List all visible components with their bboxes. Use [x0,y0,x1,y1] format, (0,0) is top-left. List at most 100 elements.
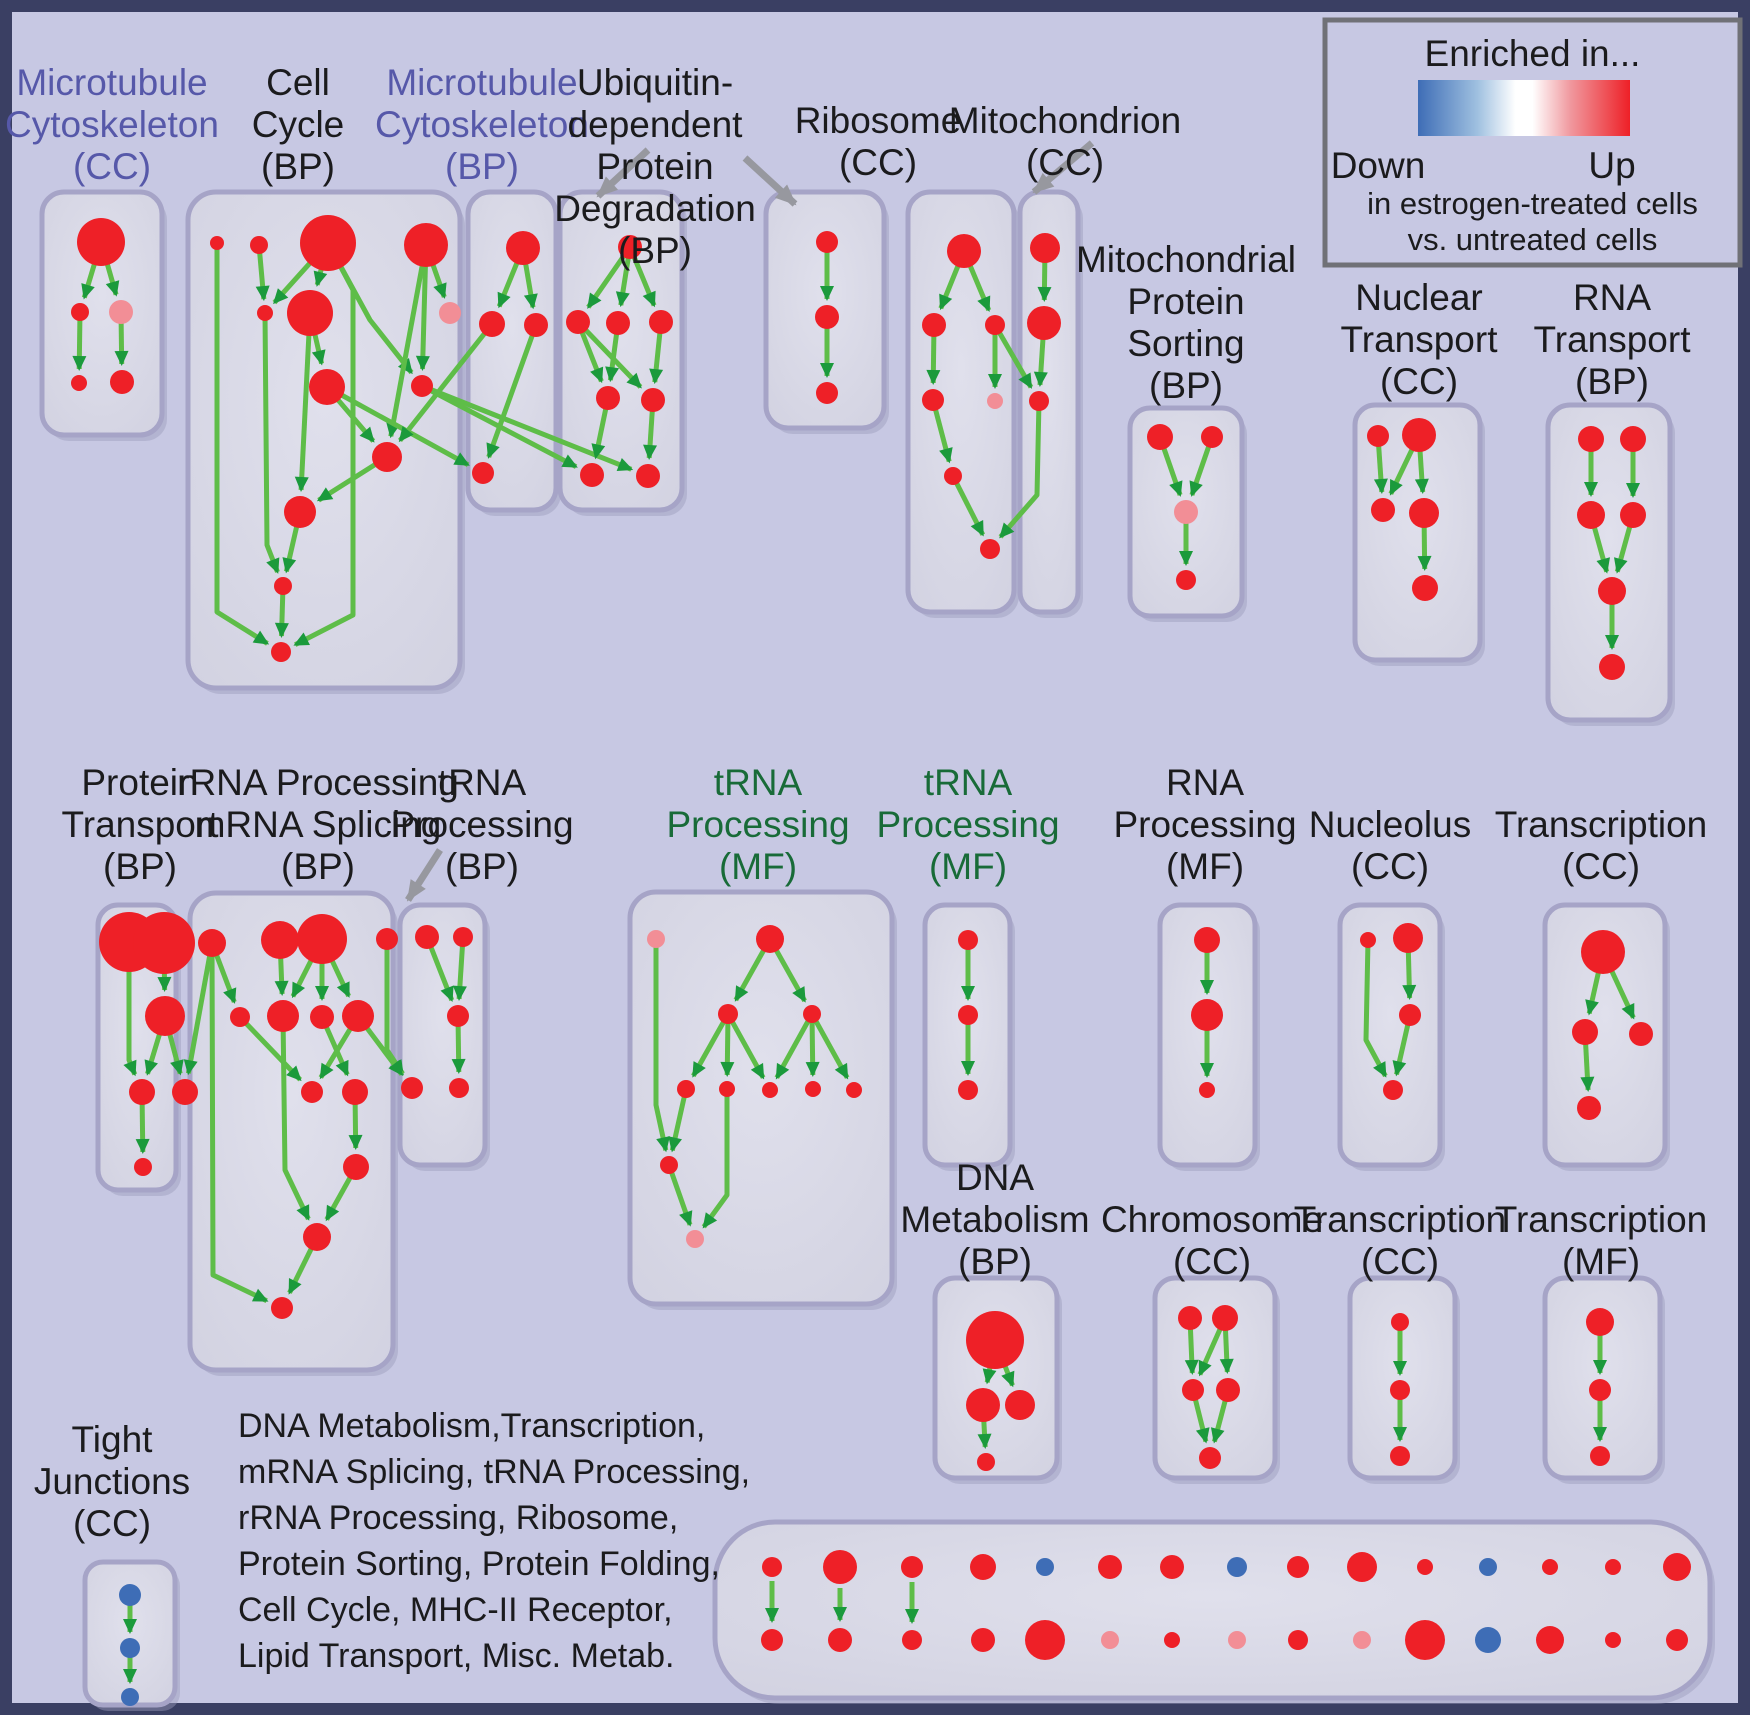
node-chromosome [1182,1379,1204,1401]
node-strip-bottom [902,1630,922,1650]
node-mito [1029,391,1049,411]
node-trnabp [415,925,439,949]
node-rnatrans [1620,426,1646,452]
cluster-label-nucleolus-cc: Nucleolus (CC) [1309,804,1471,887]
node-strip-bottom [1025,1620,1065,1660]
edge-arrow [576,320,643,389]
node-rnatrans [1577,501,1605,529]
node-cellcycle [372,442,402,472]
cluster-label-rna-transport-bp: RNA Transport (BP) [1534,277,1692,402]
node-ribosome [922,313,946,337]
node-cellcycle [257,305,273,321]
node-rnatrans [1599,654,1625,680]
node-strip-top [1479,1558,1497,1576]
legend-up-label: Up [1588,145,1635,186]
cluster-labels: Microtubule Cytoskeleton (CC) Cell Cycle (BP)… [5,62,1707,1544]
node-trnamf1 [756,925,784,953]
cluster-label-microtubule-cytoskeleton-bp: Microtubule Cytoskeleton (BP) [375,62,589,187]
edge-arrow [668,1088,689,1153]
node-cellcycle [210,236,224,250]
cluster-label-ribosome-cc: Ribosome (CC) [795,100,962,183]
cluster-label-trna-processing-mf-2: tRNA Processing (MF) [876,762,1059,887]
node-trnamf1 [677,1080,695,1098]
label-pointer-arrows [405,140,1095,902]
node-rrna [310,1005,334,1029]
edge-arrow [998,400,1042,539]
node-rnamf [1199,1082,1215,1098]
node-rrna [297,914,347,964]
edge-arrow [586,245,633,309]
node-nucleolus [1393,923,1423,953]
node-strip-bottom [1536,1626,1564,1654]
node-trnamf1 [846,1082,862,1098]
node-strip-top [1417,1559,1433,1575]
node-strip-top [1542,1559,1558,1575]
node-ubiq2 [815,305,839,329]
node-strip-bottom [1164,1632,1180,1648]
edge-arrow [262,312,280,574]
node-dnametab [966,1311,1024,1369]
node-txcc2 [1391,1313,1409,1331]
edge-arrow [701,1089,730,1229]
node-txmf [1589,1379,1611,1401]
node-ubiq2 [816,382,838,404]
cluster-box-nucleolus-cc [1337,902,1443,1168]
node-nuctrans [1409,498,1439,528]
node-mtcc [109,300,133,324]
node-strip-top [762,1557,782,1577]
node-strip-top [1347,1552,1377,1582]
node-rnatrans [1578,426,1604,452]
node-prottrans [172,1079,198,1105]
cluster-label-microtubule-cytoskeleton-cc: Microtubule Cytoskeleton (CC) [5,62,219,187]
node-strip-top [1227,1557,1247,1577]
cluster-label-trna-processing-bp: tRNA Processing (BP) [390,762,573,887]
node-trnamf1 [647,930,665,948]
node-strip-bottom [971,1628,995,1652]
cluster-box-transcription-cc-lower [1347,1275,1458,1481]
node-txcc1 [1629,1022,1653,1046]
node-rrna [230,1007,250,1027]
node-ubiq1 [641,388,665,412]
node-strip-top [970,1554,996,1580]
node-rrna [342,1079,368,1105]
node-ubiq1 [580,463,604,487]
cluster-box-enriched-pairs-strip [712,1519,1713,1701]
node-mtcc [71,375,87,391]
node-cellcycle [439,302,461,324]
cluster-label-protein-transport-bp: Protein Transport (BP) [62,762,220,887]
node-strip-top [1663,1553,1691,1581]
node-trnamf2 [958,1005,978,1025]
node-rnatrans [1598,577,1626,605]
node-strip-bottom [761,1629,783,1651]
node-strip-bottom [1405,1620,1445,1660]
cluster-label-ubiquitin-dependent-protein-degradation-bp: Ubiquitin-dependent Protein Degradation (BP… [554,62,756,271]
node-txcc2 [1390,1446,1410,1466]
edge-arrow [950,474,986,537]
node-trnamf1 [803,1005,821,1023]
node-strip-bottom [1353,1631,1371,1649]
node-nucleolus [1399,1004,1421,1026]
node-mtbp [524,313,548,337]
node-ubiq1 [566,310,590,334]
merged-categories-note: DNA Metabolism,Transcription, mRNA Splici… [238,1407,750,1675]
node-ubiq1 [606,311,630,335]
node-strip-bottom [1288,1630,1308,1650]
gray-pointer-arrow-icon [595,147,651,199]
node-cellcycle [271,642,291,662]
legend-gradient-bar [1418,80,1630,136]
legend-caption-line1: in estrogen-treated cells [1367,186,1698,221]
edge-arrow [255,244,270,302]
node-dnametab [966,1388,1000,1422]
node-rrna [301,1081,323,1103]
gray-pointer-arrow-icon [742,155,798,207]
gray-pointer-arrow-icon [1031,140,1095,195]
node-ribosome [987,393,1003,409]
edge-arrow [725,1012,766,1080]
node-chromosome [1178,1306,1202,1330]
node-strip-bottom [1475,1627,1501,1653]
edge-arrow [280,1015,311,1221]
node-nuctrans [1402,418,1436,452]
node-rnamf [1194,927,1220,953]
node-nuctrans [1371,498,1395,522]
edge-arrow [183,942,215,1076]
